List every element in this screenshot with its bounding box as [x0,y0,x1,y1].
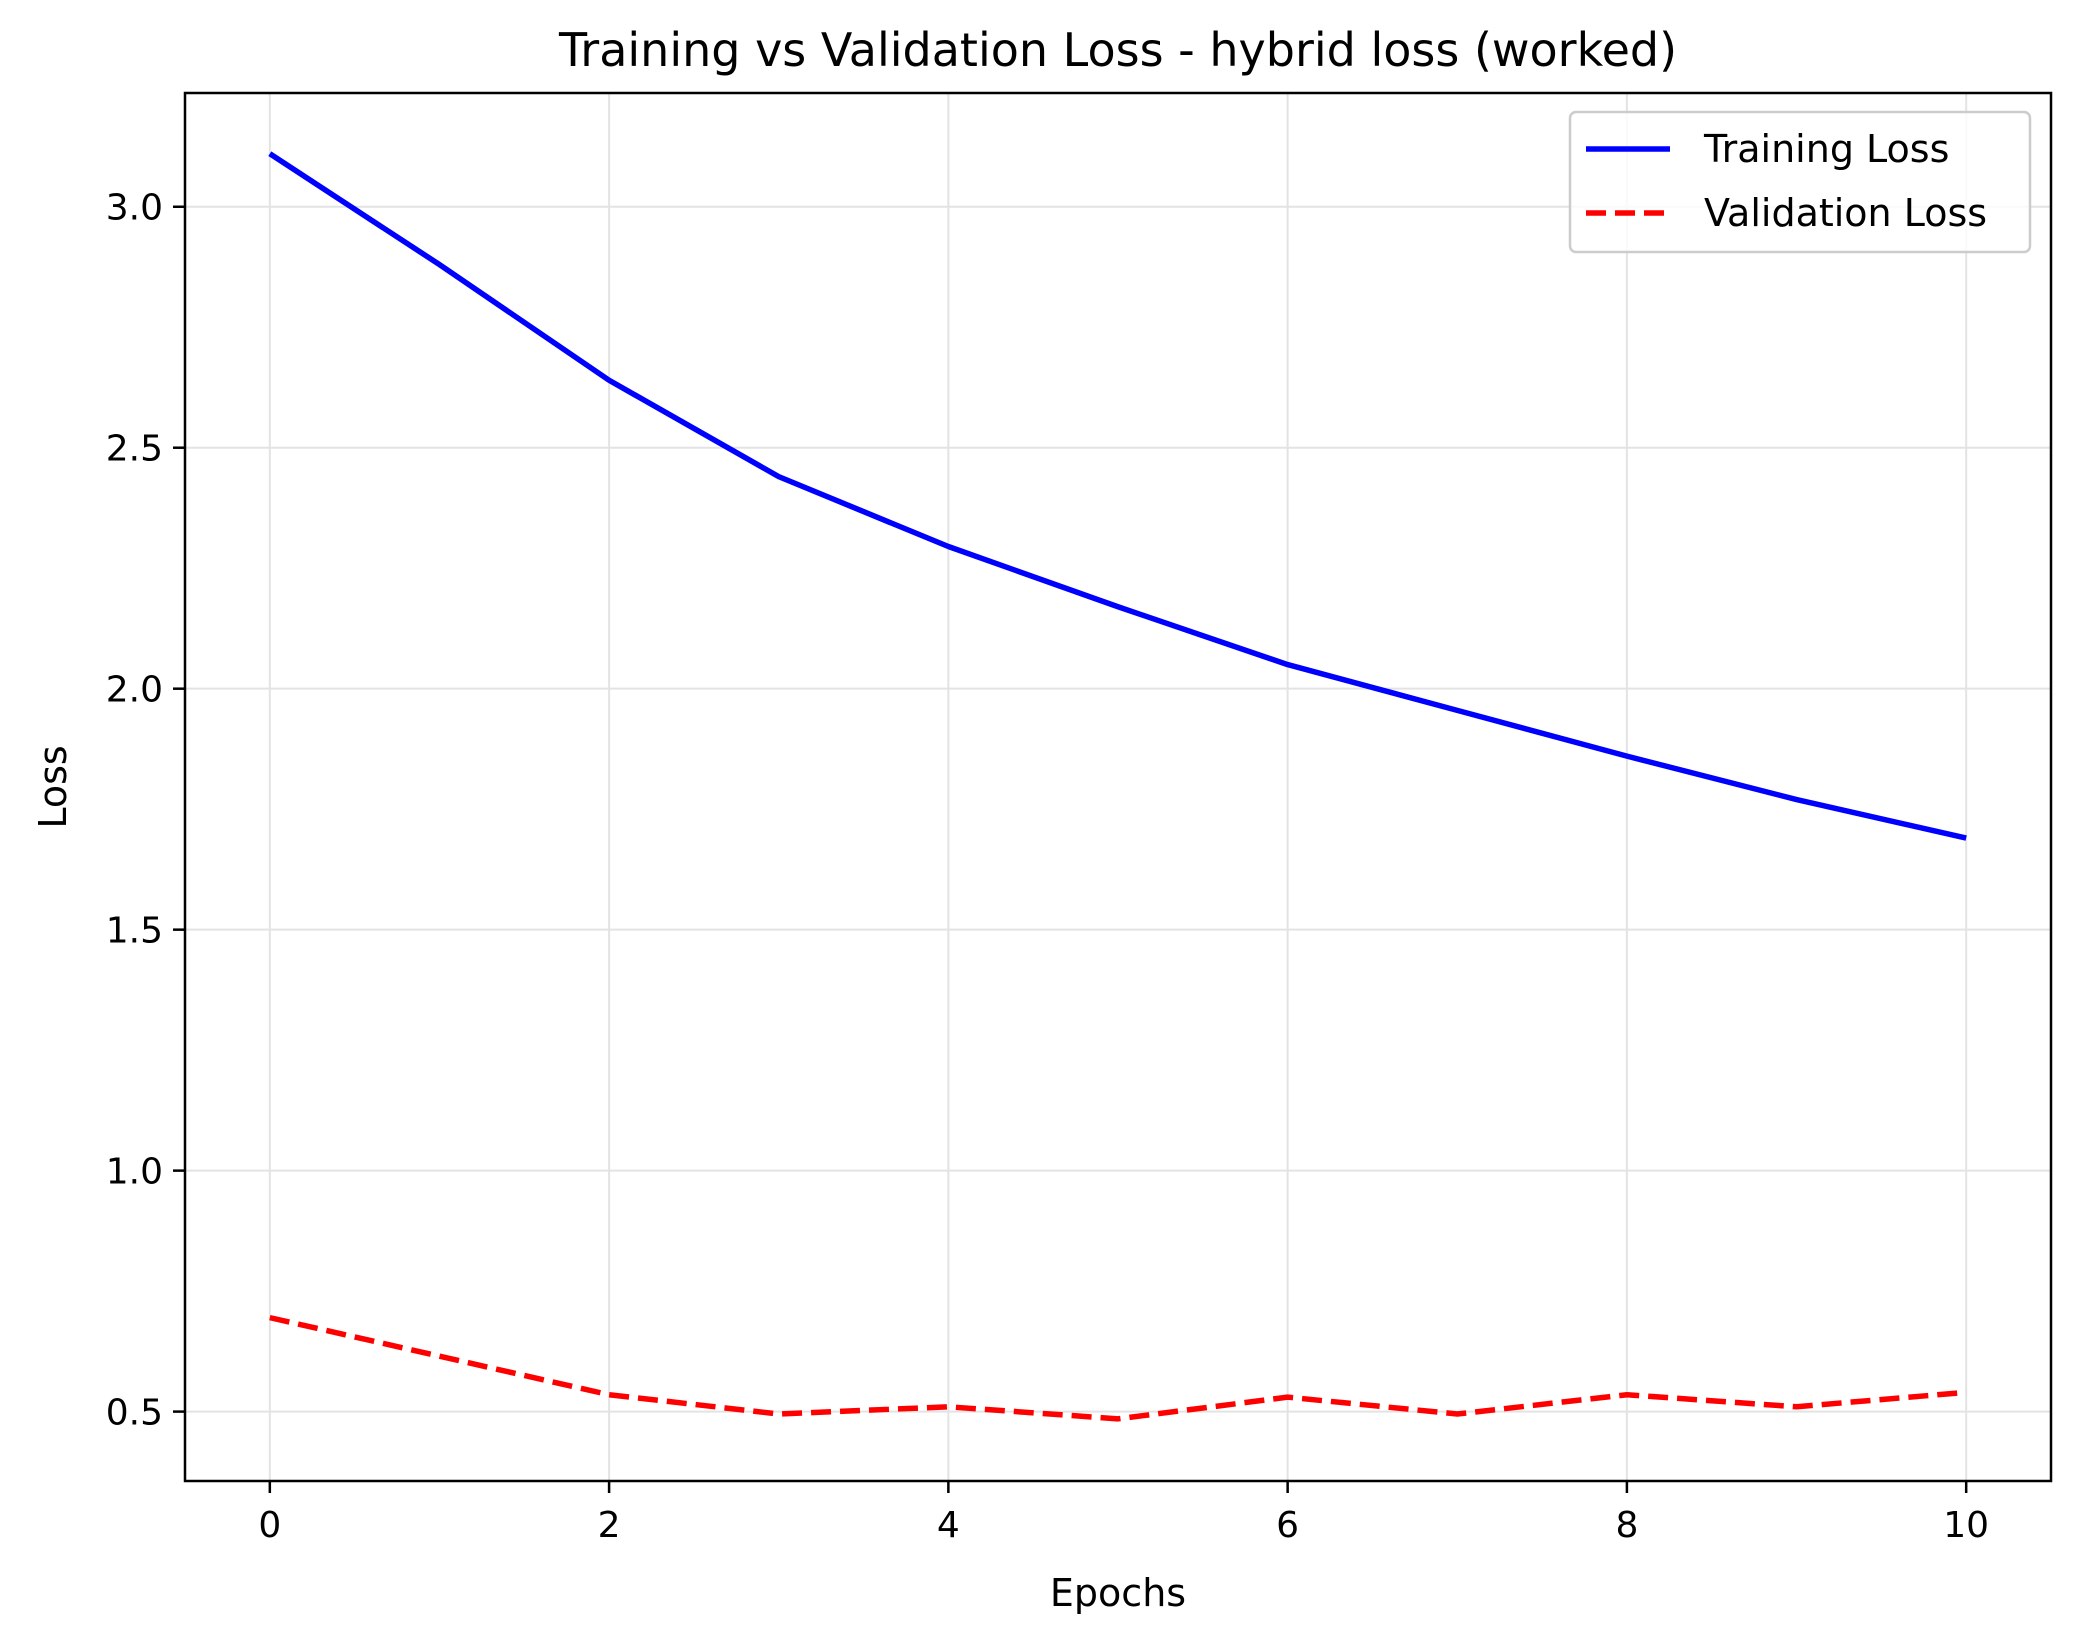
y-tick-label: 0.5 [106,1393,163,1434]
x-tick-label: 4 [937,1505,960,1546]
x-axis-label: Epochs [1050,1571,1186,1615]
x-tick-label: 2 [598,1505,621,1546]
chart-title: Training vs Validation Loss - hybrid los… [558,23,1677,77]
x-tick-label: 8 [1615,1505,1638,1546]
x-tick-label: 6 [1276,1505,1299,1546]
legend-label-training-loss: Training Loss [1703,127,1949,171]
y-tick-label: 1.0 [106,1152,163,1193]
y-axis-label: Loss [31,745,75,828]
y-tick-label: 2.0 [106,670,163,711]
x-tick-label: 10 [1943,1505,1989,1546]
y-tick-label: 2.5 [106,429,163,470]
legend: Training Loss Validation Loss [1570,112,2030,252]
y-tick-label: 3.0 [106,188,163,229]
legend-label-validation-loss: Validation Loss [1704,191,1987,235]
x-tick-label: 0 [258,1505,281,1546]
y-tick-label: 1.5 [106,911,163,952]
